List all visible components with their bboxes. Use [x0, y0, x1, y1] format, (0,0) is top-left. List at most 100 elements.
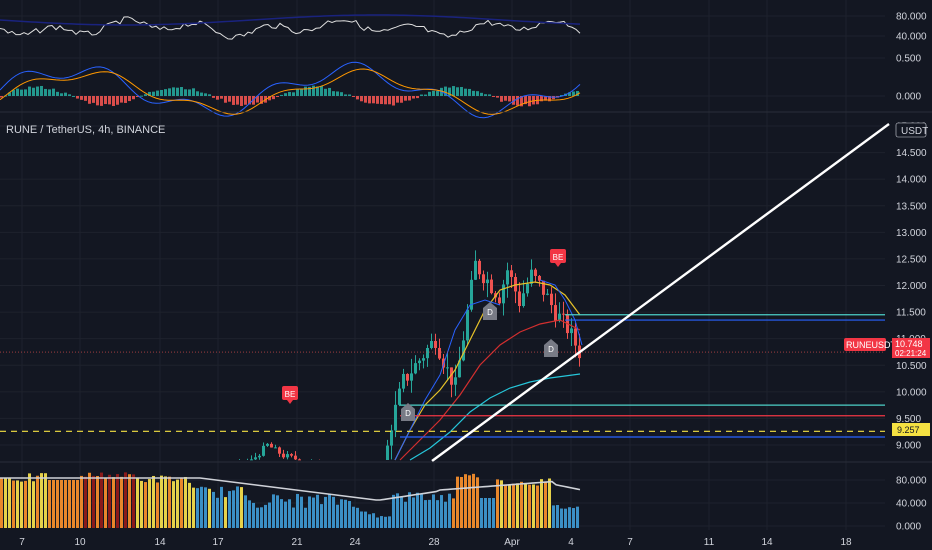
- volume-bar: [124, 472, 127, 528]
- candle-body: [422, 358, 425, 361]
- macd-histogram-bar: [276, 96, 279, 97]
- volume-bar: [344, 499, 347, 528]
- macd-histogram-bar: [68, 94, 71, 96]
- macd-histogram-bar: [16, 88, 19, 96]
- macd-histogram-bar: [12, 89, 15, 96]
- volume-bar: [72, 480, 75, 528]
- volume-bar: [464, 474, 467, 528]
- macd-histogram-bar: [52, 88, 55, 96]
- macd-line: [0, 61, 581, 119]
- candle-body: [458, 360, 461, 378]
- macd-histogram-bar: [520, 96, 523, 107]
- macd-histogram-bar: [328, 87, 331, 96]
- volume-bar: [564, 508, 567, 528]
- volume-bar: [376, 517, 379, 528]
- candle-body: [262, 445, 265, 456]
- volume-bar: [8, 477, 11, 528]
- volume-bar: [512, 483, 515, 528]
- macd-histogram-bar: [360, 96, 363, 102]
- volume-bar: [392, 494, 395, 528]
- volume-bar: [500, 480, 503, 528]
- volume-bar: [332, 496, 335, 528]
- volume-bar: [404, 501, 407, 528]
- volume-bar: [384, 516, 387, 528]
- macd-histogram-bar: [148, 91, 151, 96]
- volume-bar: [228, 491, 231, 528]
- volume-bar: [444, 501, 447, 528]
- macd-histogram-bar: [248, 96, 251, 105]
- macd-histogram-bar: [168, 88, 171, 96]
- macd-histogram-bar: [232, 96, 235, 105]
- candle-body: [542, 280, 545, 295]
- candle-body: [470, 279, 473, 310]
- macd-histogram-bar: [336, 91, 339, 96]
- macd-histogram-bar: [24, 89, 27, 96]
- volume-bar: [336, 504, 339, 528]
- macd-histogram-bar: [60, 93, 63, 96]
- volume-bar: [400, 496, 403, 528]
- indicator-tick-label: 80.000: [896, 12, 927, 23]
- volume-bar: [100, 472, 103, 528]
- oscillator-line: [0, 14, 581, 26]
- price-panel[interactable]: BE BE D D D: [0, 123, 890, 462]
- volume-bar: [304, 507, 307, 528]
- macd-histogram-bar: [304, 86, 307, 96]
- candle-body: [454, 377, 457, 385]
- candle-body: [406, 373, 409, 381]
- candle-body: [274, 447, 277, 449]
- volume-bar: [388, 516, 391, 528]
- signal-text: D: [487, 308, 493, 317]
- volume-bar: [300, 496, 303, 528]
- volume-bar: [428, 499, 431, 528]
- macd-panel: [0, 61, 581, 119]
- macd-histogram-bar: [140, 95, 143, 97]
- macd-histogram-bar: [460, 86, 463, 96]
- volume-bar: [52, 480, 55, 528]
- candle-body: [250, 459, 253, 461]
- macd-histogram-bar: [200, 92, 203, 96]
- time-tick-label: 24: [349, 537, 361, 548]
- macd-histogram-bar: [260, 96, 263, 104]
- macd-histogram-bar: [40, 85, 43, 96]
- volume-bar: [168, 476, 171, 528]
- volume-bar: [88, 472, 91, 528]
- macd-histogram-bar: [340, 92, 343, 96]
- volume-bar: [436, 500, 439, 528]
- macd-histogram-bar: [436, 90, 439, 96]
- volume-bar: [352, 506, 355, 528]
- time-tick-label: 18: [840, 537, 852, 548]
- macd-histogram-bar: [356, 96, 359, 100]
- macd-histogram-bar: [504, 96, 507, 101]
- candle-body: [478, 260, 481, 275]
- candle-body: [530, 269, 533, 284]
- volume-bar: [256, 507, 259, 528]
- macd-histogram-bar: [484, 94, 487, 96]
- volume-bar: [216, 497, 219, 528]
- macd-histogram-bar: [400, 96, 403, 103]
- volume-bar: [160, 475, 163, 528]
- volume-bar: [496, 479, 499, 528]
- macd-histogram-bar: [164, 89, 167, 96]
- macd-histogram-bar: [152, 91, 155, 96]
- candle-body: [518, 291, 521, 306]
- volume-bar: [196, 488, 199, 528]
- symbol-title[interactable]: RUNE / TetherUS, 4h, BINANCE: [6, 124, 165, 136]
- candle-body: [294, 455, 297, 460]
- volume-bar: [240, 487, 243, 528]
- macd-histogram-bar: [172, 87, 175, 96]
- signal-label: [544, 339, 558, 357]
- moving-average-line: [399, 319, 581, 461]
- macd-histogram-bar: [472, 90, 475, 96]
- volume-bar: [12, 480, 15, 528]
- volume-bar: [164, 476, 167, 528]
- macd-histogram-bar: [100, 96, 103, 106]
- candle-body: [434, 340, 437, 348]
- candle-body: [506, 270, 509, 285]
- price-tick-label: 9.000: [896, 441, 921, 452]
- macd-histogram-bar: [576, 90, 579, 96]
- volume-bar: [48, 480, 51, 528]
- ticker-label: RUNEUSDT: [846, 340, 897, 350]
- macd-histogram-bar: [220, 96, 223, 99]
- time-axis[interactable]: 7 10 14 17 21 24 28 Apr 4 7 11 14 18: [19, 537, 852, 548]
